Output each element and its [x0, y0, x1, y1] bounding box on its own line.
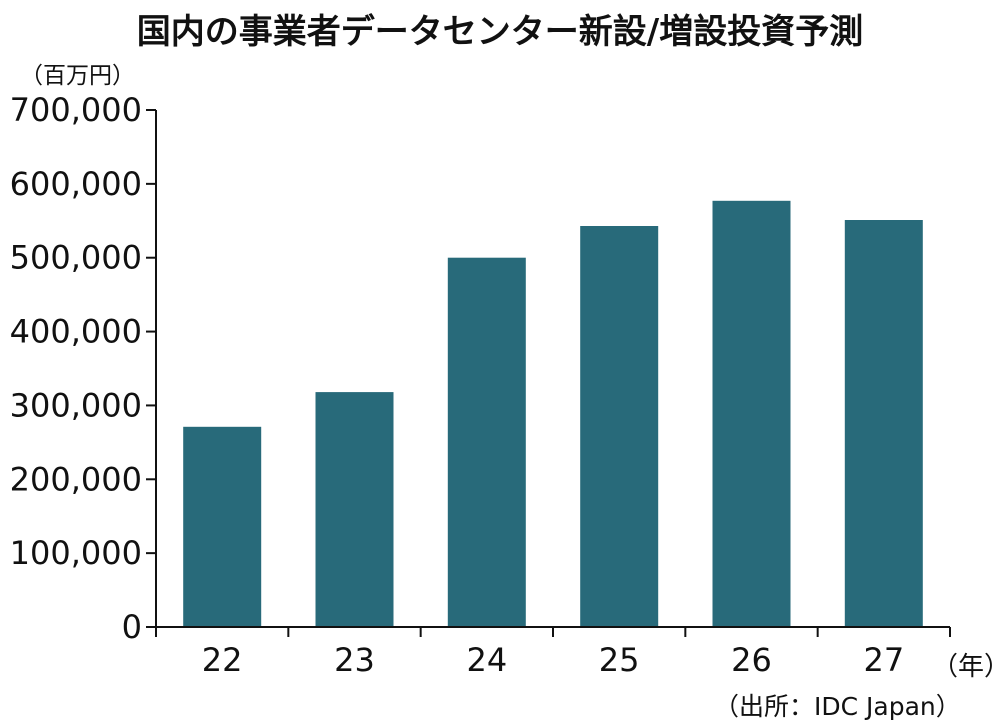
- y-axis-unit-label: （百万円）: [20, 63, 135, 89]
- x-tick-label: 22: [202, 641, 243, 679]
- x-tick-label: 24: [466, 641, 507, 679]
- bar-24: [447, 257, 526, 627]
- y-tick-label: 200,000: [10, 460, 142, 498]
- x-tick-label: 25: [599, 641, 640, 679]
- chart-title: 国内の事業者データセンター新設/増設投資予測: [136, 12, 864, 52]
- y-tick-label: 700,000: [10, 91, 142, 129]
- bar-27: [844, 220, 923, 627]
- x-tick-label: 27: [863, 641, 904, 679]
- y-tick-label: 400,000: [10, 313, 142, 351]
- bar-26: [712, 200, 791, 628]
- y-tick-label: 600,000: [10, 165, 142, 203]
- bar-25: [580, 226, 659, 627]
- y-tick-label: 500,000: [10, 239, 142, 277]
- bar-23: [315, 392, 394, 627]
- bar-22: [183, 426, 262, 627]
- source-note: （出所：IDC Japan）: [714, 692, 961, 721]
- x-axis-unit-label: （年）: [932, 652, 1000, 682]
- x-tick-label: 23: [334, 641, 375, 679]
- y-tick-label: 100,000: [10, 534, 142, 572]
- x-tick-label: 26: [731, 641, 772, 679]
- y-tick-label: 300,000: [10, 386, 142, 424]
- y-tick-label: 0: [122, 608, 142, 646]
